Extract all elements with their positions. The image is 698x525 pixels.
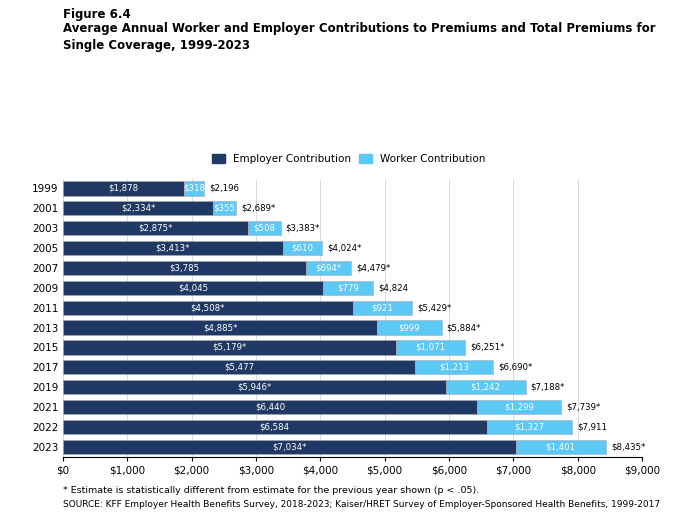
- Text: $1,299: $1,299: [504, 403, 534, 412]
- Text: $1,401: $1,401: [546, 442, 576, 452]
- Text: $3,383*: $3,383*: [285, 224, 320, 233]
- Text: $2,875*: $2,875*: [138, 224, 172, 233]
- Text: $4,885*: $4,885*: [203, 323, 237, 332]
- Bar: [323, 281, 373, 295]
- Text: $4,024*: $4,024*: [327, 244, 362, 253]
- Text: $921: $921: [372, 303, 394, 312]
- Bar: [248, 221, 281, 235]
- Text: $355: $355: [214, 204, 235, 213]
- Text: $3,413*: $3,413*: [156, 244, 190, 253]
- Text: $318: $318: [183, 184, 205, 193]
- Text: $1,213: $1,213: [439, 363, 470, 372]
- Text: $1,878: $1,878: [108, 184, 138, 193]
- Text: $4,824: $4,824: [378, 284, 408, 292]
- Text: $5,179*: $5,179*: [212, 343, 246, 352]
- Bar: [306, 261, 351, 275]
- Text: $1,071: $1,071: [415, 343, 446, 352]
- Text: $508: $508: [253, 224, 275, 233]
- Text: $4,045: $4,045: [178, 284, 208, 292]
- Text: $7,034*: $7,034*: [272, 442, 306, 452]
- Text: $2,334*: $2,334*: [121, 204, 155, 213]
- Text: $2,689*: $2,689*: [241, 204, 275, 213]
- Text: $3,785: $3,785: [170, 264, 200, 272]
- Bar: [63, 300, 353, 315]
- Text: * Estimate is statistically different from estimate for the previous year shown : * Estimate is statistically different fr…: [63, 486, 479, 495]
- Text: $2,196: $2,196: [209, 184, 239, 193]
- Bar: [63, 281, 323, 295]
- Bar: [396, 340, 465, 354]
- Bar: [63, 221, 248, 235]
- Text: $5,884*: $5,884*: [447, 323, 481, 332]
- Bar: [415, 360, 493, 374]
- Text: $7,188*: $7,188*: [530, 383, 565, 392]
- Text: $4,508*: $4,508*: [191, 303, 225, 312]
- Text: $7,739*: $7,739*: [566, 403, 600, 412]
- Text: $6,440: $6,440: [255, 403, 285, 412]
- Text: $5,946*: $5,946*: [237, 383, 272, 392]
- Bar: [516, 439, 606, 454]
- Bar: [378, 320, 442, 335]
- Text: $1,242: $1,242: [470, 383, 500, 392]
- Bar: [63, 420, 487, 434]
- Text: $7,911: $7,911: [577, 423, 607, 432]
- Text: $610: $610: [291, 244, 313, 253]
- Bar: [213, 201, 236, 215]
- Text: $779: $779: [337, 284, 359, 292]
- Text: $694*: $694*: [315, 264, 342, 272]
- Text: Average Annual Worker and Employer Contributions to Premiums and Total Premiums : Average Annual Worker and Employer Contr…: [63, 22, 655, 52]
- Bar: [63, 400, 477, 414]
- Text: SOURCE: KFF Employer Health Benefits Survey, 2018-2023; Kaiser/HRET Survey of Em: SOURCE: KFF Employer Health Benefits Sur…: [63, 500, 660, 509]
- Bar: [353, 300, 413, 315]
- Bar: [63, 181, 184, 196]
- Text: $5,429*: $5,429*: [417, 303, 452, 312]
- Text: $6,251*: $6,251*: [470, 343, 505, 352]
- Bar: [63, 439, 516, 454]
- Bar: [63, 201, 213, 215]
- Bar: [63, 340, 396, 354]
- Bar: [63, 360, 415, 374]
- Bar: [63, 380, 445, 394]
- Text: $999: $999: [399, 323, 420, 332]
- Bar: [477, 400, 561, 414]
- Bar: [184, 181, 205, 196]
- Text: $6,690*: $6,690*: [498, 363, 533, 372]
- Bar: [63, 261, 306, 275]
- Text: $5,477: $5,477: [224, 363, 254, 372]
- Text: Figure 6.4: Figure 6.4: [63, 8, 131, 21]
- Bar: [445, 380, 526, 394]
- Text: $8,435*: $8,435*: [611, 442, 646, 452]
- Text: $4,479*: $4,479*: [356, 264, 391, 272]
- Legend: Employer Contribution, Worker Contribution: Employer Contribution, Worker Contributi…: [210, 152, 488, 166]
- Bar: [487, 420, 572, 434]
- Bar: [63, 320, 378, 335]
- Text: $6,584: $6,584: [260, 423, 290, 432]
- Text: $1,327: $1,327: [514, 423, 544, 432]
- Bar: [283, 241, 322, 255]
- Bar: [63, 241, 283, 255]
